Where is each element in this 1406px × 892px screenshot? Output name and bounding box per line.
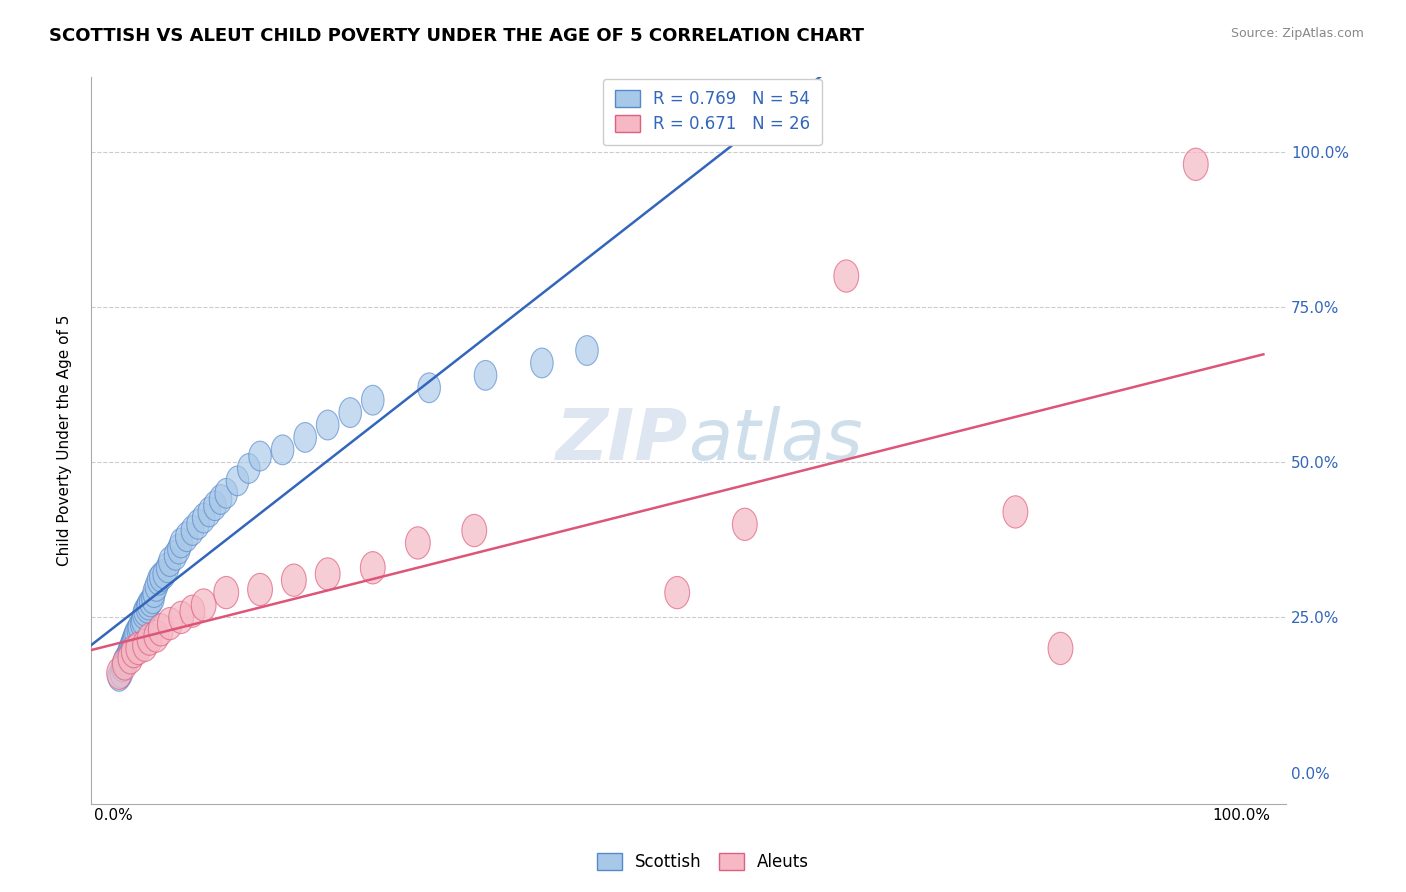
Text: ZIP: ZIP [557,406,689,475]
Text: atlas: atlas [689,406,863,475]
Text: Source: ZipAtlas.com: Source: ZipAtlas.com [1230,27,1364,40]
Legend: Scottish, Aleuts: Scottish, Aleuts [589,845,817,880]
Legend: R = 0.769   N = 54, R = 0.671   N = 26: R = 0.769 N = 54, R = 0.671 N = 26 [603,78,821,145]
Y-axis label: Child Poverty Under the Age of 5: Child Poverty Under the Age of 5 [58,315,72,566]
Text: SCOTTISH VS ALEUT CHILD POVERTY UNDER THE AGE OF 5 CORRELATION CHART: SCOTTISH VS ALEUT CHILD POVERTY UNDER TH… [49,27,865,45]
